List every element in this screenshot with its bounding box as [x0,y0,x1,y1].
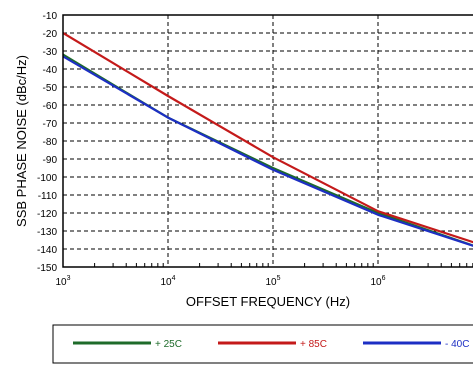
y-tick-label: -20 [43,29,58,40]
x-axis-ticks: 1031041051061 [55,263,473,288]
y-tick-label: -10 [43,11,58,22]
x-tick-label: 106 [370,275,385,288]
x-tick-label: 105 [265,275,280,288]
y-tick-label: -110 [38,191,58,202]
y-tick-label: -120 [37,209,57,220]
y-tick-label: -100 [37,173,57,184]
y-axis-ticks: -10 -20 -30 -40 -50 -60 -70 -80 -90 -100 -110 -120 -… [37,11,57,274]
y-tick-label: -50 [43,83,58,94]
y-tick-label: -80 [43,137,58,148]
y-axis-title: SSB PHASE NOISE (dBc/Hz) [14,55,29,227]
series-line-85c [63,32,473,244]
y-tick-label: -140 [37,245,57,256]
series-line-40c [63,55,473,247]
y-tick-label: -40 [43,65,58,76]
plot-frame [62,14,473,268]
x-axis-title: OFFSET FREQUENCY (Hz) [186,294,350,309]
series-lines [63,32,473,247]
grid-lines [63,15,473,267]
legend-label: - 40C [445,339,469,350]
legend: + 25C + 85C - 40C [73,339,469,350]
legend-label: + 25C [155,339,182,350]
x-tick-label: 103 [55,275,70,288]
y-tick-label: -150 [37,263,57,274]
y-tick-label: -30 [43,47,58,58]
y-tick-label: -60 [43,101,58,112]
y-tick-label: -130 [37,227,57,238]
y-tick-label: -90 [43,155,58,166]
y-tick-label: -70 [43,119,58,130]
legend-label: + 85C [300,339,327,350]
x-tick-label: 104 [160,275,175,288]
